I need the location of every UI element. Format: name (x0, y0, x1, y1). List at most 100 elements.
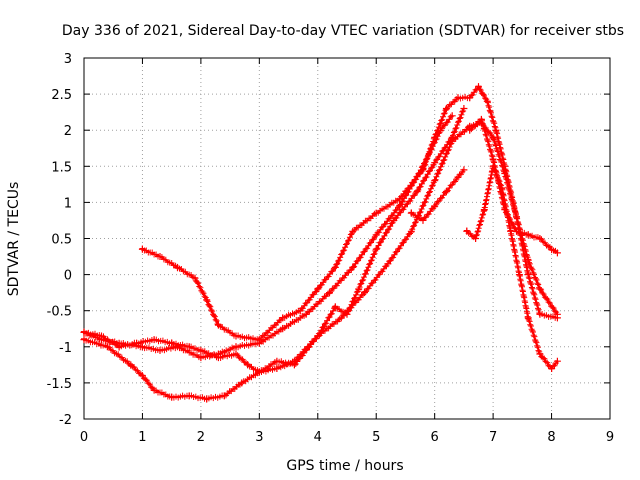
data-point (396, 202, 404, 210)
y-tick-label: 0 (64, 269, 72, 284)
x-tick-label: 7 (489, 430, 497, 445)
data-point (472, 235, 480, 242)
data-point (133, 339, 141, 347)
data-series (80, 83, 561, 403)
x-tick-label: 0 (80, 430, 88, 445)
data-point (413, 188, 421, 196)
data-point (515, 271, 523, 279)
data-point (407, 227, 415, 235)
x-tick-label: 4 (314, 430, 322, 445)
data-point (524, 231, 532, 239)
data-point (442, 105, 450, 112)
data-point (536, 310, 544, 318)
data-point (244, 361, 252, 369)
data-point (191, 274, 199, 282)
y-tick-label: -2 (59, 413, 72, 428)
data-point (372, 231, 380, 239)
data-point (302, 310, 310, 318)
data-point (419, 216, 427, 224)
data-point (483, 97, 491, 105)
data-point (372, 245, 380, 253)
data-point (407, 209, 415, 217)
y-tick-label: -1.5 (47, 377, 72, 392)
data-point (431, 202, 439, 210)
data-point (279, 314, 287, 322)
data-point (168, 339, 176, 347)
data-point (548, 365, 556, 372)
series-track-1 (80, 112, 456, 362)
x-tick-label: 3 (255, 430, 263, 445)
data-point (156, 253, 164, 260)
data-point (103, 343, 111, 351)
data-point (115, 343, 123, 351)
y-axis-title: SDTVAR / TECUs (6, 182, 22, 297)
x-tick-label: 6 (431, 430, 439, 445)
data-point (536, 350, 544, 358)
data-point (337, 314, 345, 322)
data-point (431, 159, 439, 167)
data-point (349, 227, 357, 235)
data-point (355, 285, 363, 293)
plot-frame (83, 57, 611, 420)
data-point (480, 206, 488, 214)
data-point (138, 245, 146, 253)
data-point (168, 393, 176, 401)
data-point (273, 357, 281, 365)
series-track-3 (138, 83, 561, 344)
data-point (513, 227, 520, 235)
data-point (138, 372, 146, 380)
grid-lines (84, 58, 610, 419)
data-point (150, 336, 158, 344)
data-point (203, 395, 211, 403)
data-point (390, 216, 398, 224)
data-point (220, 392, 228, 400)
data-point (343, 310, 351, 318)
data-point (98, 332, 105, 340)
data-point (553, 310, 561, 318)
y-tick-label: -0.5 (47, 305, 72, 320)
data-point (536, 235, 544, 242)
data-point (536, 285, 544, 293)
data-point (454, 94, 462, 102)
data-point (448, 112, 456, 120)
data-point (548, 245, 556, 253)
data-point (331, 263, 339, 271)
series-track-2 (80, 119, 561, 403)
data-point (185, 392, 193, 400)
data-point (524, 314, 532, 322)
data-point (185, 343, 193, 351)
series-markers (81, 119, 559, 403)
data-point (466, 94, 474, 102)
data-point (279, 325, 287, 333)
y-tick-label: 1.5 (51, 160, 72, 175)
data-point (255, 368, 263, 376)
data-point (460, 105, 468, 112)
x-tick-label: 2 (197, 430, 205, 445)
data-point (290, 361, 298, 369)
x-tick-label: 8 (547, 430, 555, 445)
data-point (524, 271, 532, 279)
data-point (80, 328, 88, 336)
data-point (296, 307, 304, 315)
series-markers (81, 113, 454, 361)
data-point (507, 227, 515, 235)
data-point (492, 126, 500, 134)
data-point (501, 206, 509, 214)
data-point (384, 260, 392, 268)
data-point (255, 336, 263, 344)
data-point (419, 166, 427, 174)
data-point (513, 213, 520, 221)
x-axis-title: GPS time / hours (286, 458, 403, 474)
data-point (150, 386, 158, 394)
data-point (431, 177, 439, 185)
data-point (349, 263, 357, 271)
series-markers (466, 116, 559, 254)
data-point (197, 346, 205, 354)
data-point (431, 133, 439, 141)
series-track-6 (466, 115, 561, 257)
data-point (232, 332, 240, 340)
data-point (489, 155, 497, 163)
data-point (448, 133, 456, 141)
tick-labels: 0 1 2 3 4 5 6 7 8 9 -2 -1.5 -1 -0.5 0 0.5 1 1.5 2 2.5 3 (47, 52, 615, 445)
